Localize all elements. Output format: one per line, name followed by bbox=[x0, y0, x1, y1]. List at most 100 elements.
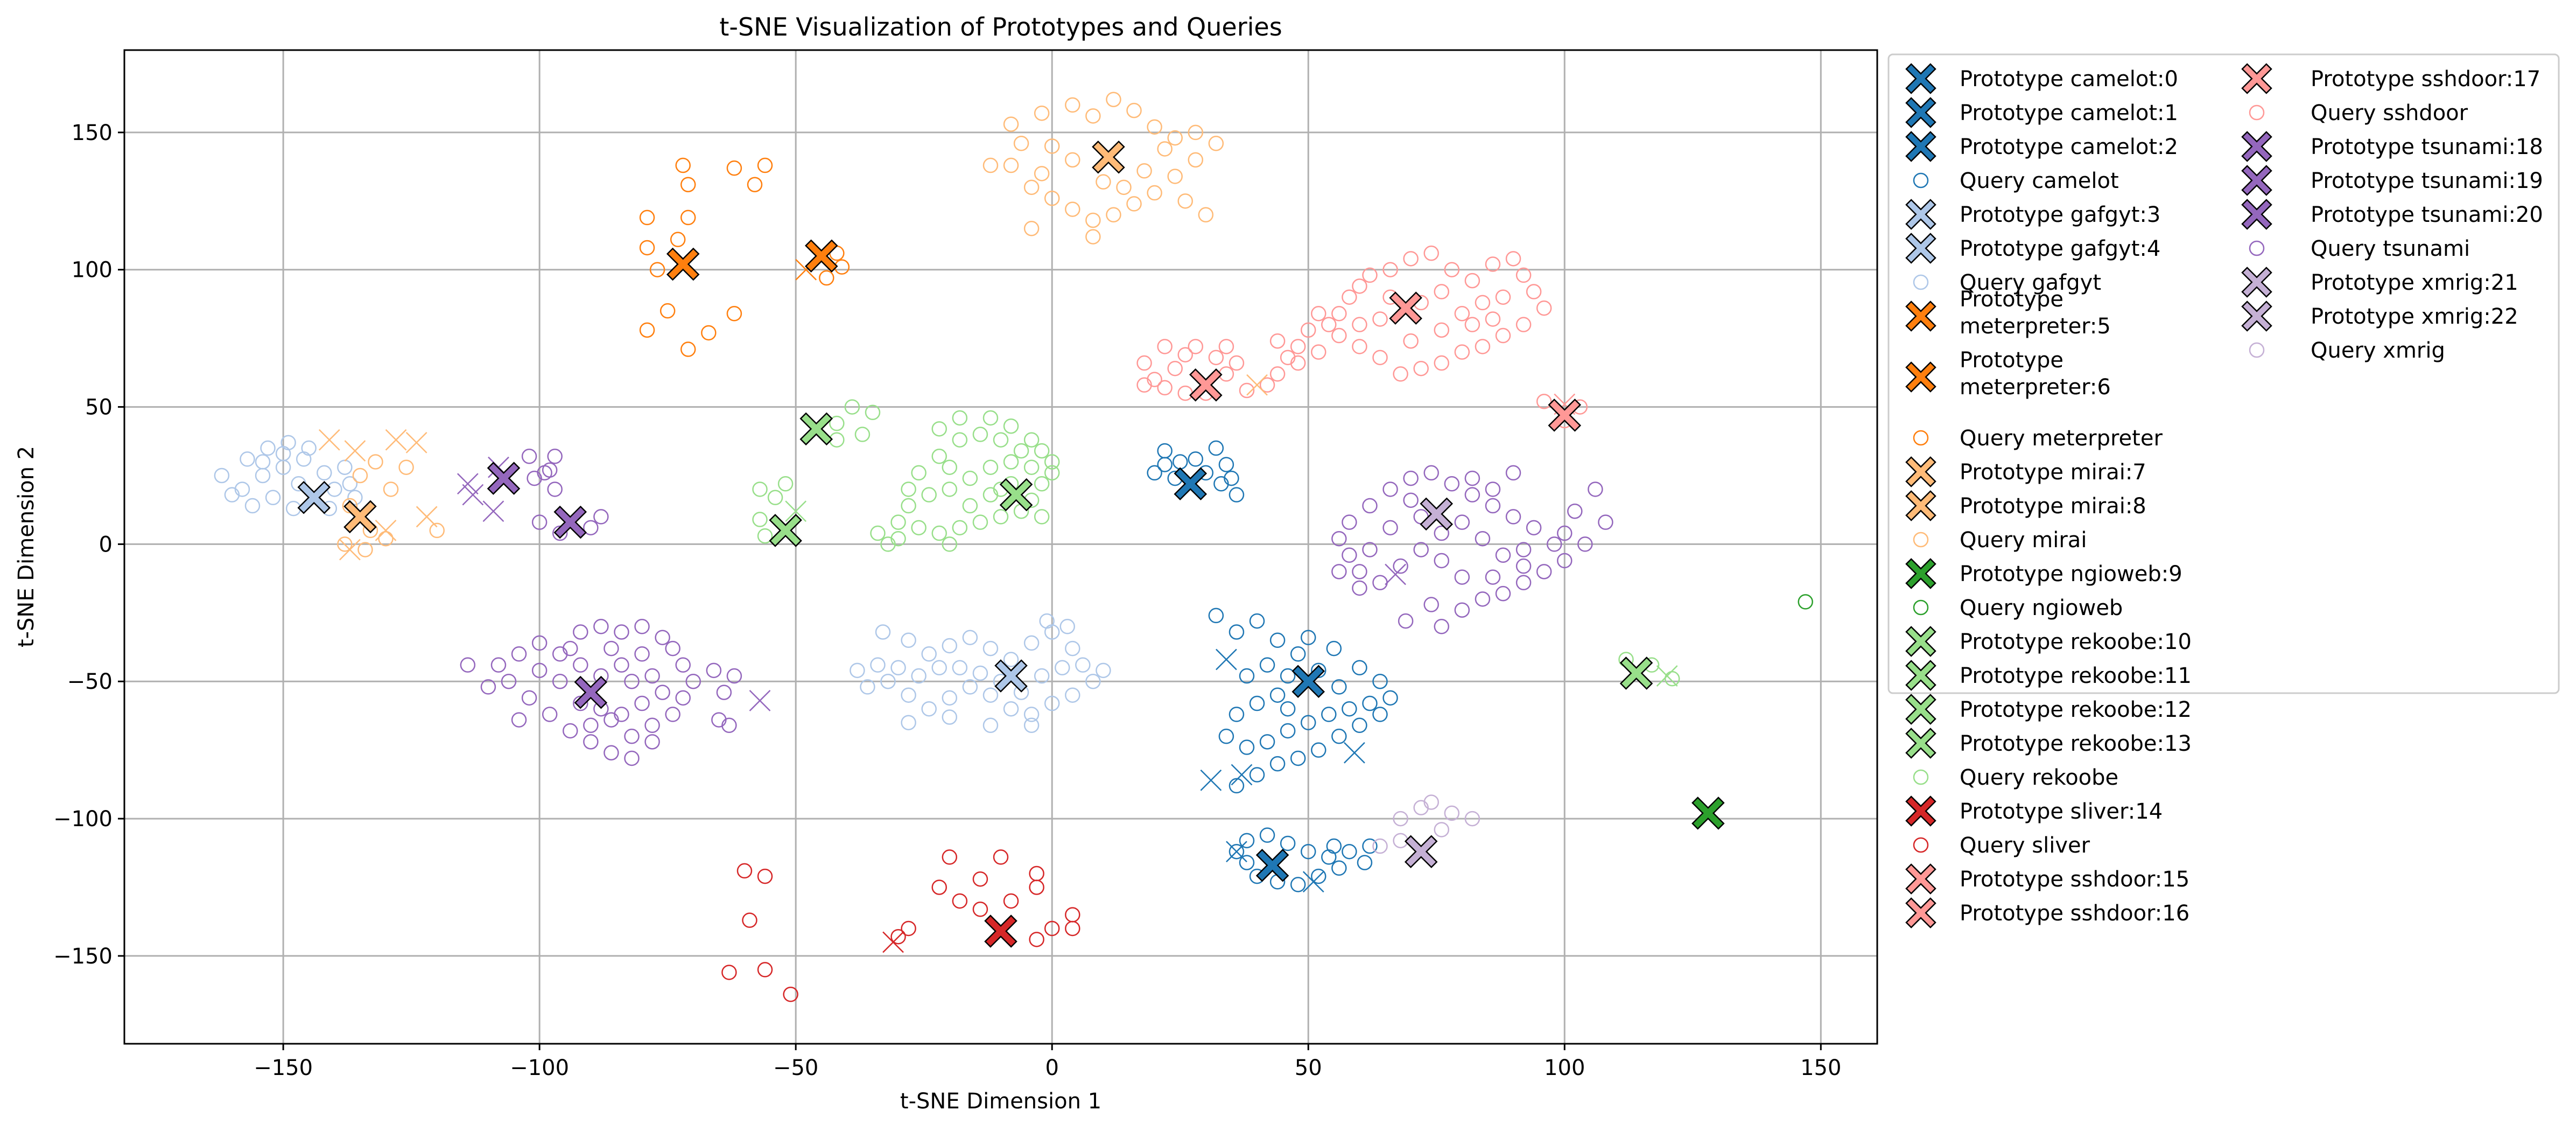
query-point-tsunami bbox=[603, 745, 619, 761]
query-point-camelot bbox=[1300, 843, 1316, 860]
legend-marker-query bbox=[2249, 240, 2265, 256]
prototype-marker-ngioweb bbox=[1691, 797, 1725, 830]
query-cross-rekoobe bbox=[1656, 665, 1678, 687]
query-point-sshdoor bbox=[1300, 322, 1316, 338]
legend-label: Query meterpreter bbox=[1960, 426, 2163, 451]
query-point-sshdoor bbox=[1229, 355, 1245, 371]
legend-label: Query sliver bbox=[1960, 833, 2090, 858]
legend-marker-prototype bbox=[1905, 456, 1936, 487]
query-point-rekoobe bbox=[1003, 454, 1019, 470]
legend-label: Prototype xmrig:21 bbox=[2311, 270, 2518, 295]
query-point-gafgyt bbox=[317, 465, 332, 481]
query-point-gafgyt bbox=[347, 490, 363, 506]
query-point-mirai bbox=[1198, 207, 1214, 223]
query-point-gafgyt bbox=[982, 687, 999, 703]
query-point-sshdoor bbox=[1464, 273, 1480, 289]
legend-label: Prototype camelot:2 bbox=[1960, 135, 2178, 159]
query-point-meterpreter bbox=[639, 322, 655, 338]
query-point-tsunami bbox=[1526, 520, 1542, 536]
legend-marker-query bbox=[1913, 430, 1929, 446]
y-tick-label: 150 bbox=[72, 121, 113, 145]
query-cross-camelot bbox=[1200, 769, 1222, 791]
query-point-tsunami bbox=[1515, 542, 1532, 557]
query-point-sshdoor bbox=[1393, 366, 1408, 382]
prototype-marker-tsunami bbox=[553, 505, 587, 539]
prototype-marker-sliver bbox=[984, 914, 1017, 948]
query-point-gafgyt bbox=[342, 476, 358, 492]
query-point-meterpreter bbox=[701, 325, 717, 341]
prototype-marker-gafgyt bbox=[297, 480, 331, 514]
legend-marker-prototype bbox=[2241, 267, 2272, 298]
legend-marker-prototype bbox=[1905, 897, 1936, 928]
query-point-rekoobe bbox=[870, 525, 886, 541]
query-point-tsunami bbox=[1557, 525, 1573, 541]
query-point-sshdoor bbox=[1454, 306, 1470, 322]
query-point-sshdoor bbox=[1290, 339, 1306, 354]
query-point-mirai bbox=[1023, 179, 1040, 196]
legend-label: Prototype meterpreter:5 bbox=[1960, 287, 2111, 339]
legend-marker-prototype bbox=[2241, 199, 2272, 230]
query-point-sshdoor bbox=[1485, 311, 1501, 327]
grid-lines bbox=[124, 50, 1877, 1044]
query-point-mirai bbox=[1065, 201, 1080, 217]
query-point-tsunami bbox=[665, 640, 680, 657]
axis-ticks: −150 −100 −50 0 50 100 150 −150 −100 −50 0 50 100 150 bbox=[53, 121, 1841, 1080]
query-point-gafgyt bbox=[244, 498, 261, 514]
query-point-tsunami bbox=[1342, 514, 1357, 530]
legend-label: Query ngioweb bbox=[1960, 596, 2123, 620]
query-point-gafgyt bbox=[921, 701, 937, 717]
query-point-tsunami bbox=[644, 717, 660, 734]
query-point-sliver bbox=[1065, 920, 1080, 937]
query-cross-tsunami bbox=[462, 484, 484, 506]
query-point-rekoobe bbox=[1034, 443, 1050, 459]
query-point-rekoobe bbox=[1023, 459, 1040, 475]
query-point-mirai bbox=[1003, 157, 1019, 173]
legend-label: Query rekoobe bbox=[1960, 765, 2118, 790]
query-point-sshdoor bbox=[1352, 317, 1367, 332]
legend-marker-query bbox=[1913, 172, 1929, 188]
query-point-tsunami bbox=[614, 624, 629, 640]
prototype-marker-rekoobe bbox=[1619, 657, 1653, 690]
query-cross-camelot bbox=[1302, 871, 1324, 893]
prototype-marker-rekoobe bbox=[999, 478, 1033, 512]
query-point-tsunami bbox=[1423, 465, 1439, 481]
query-point-tsunami bbox=[1505, 509, 1521, 525]
query-point-gafgyt bbox=[901, 632, 916, 648]
query-point-gafgyt bbox=[880, 673, 896, 689]
query-point-tsunami bbox=[573, 657, 588, 673]
legend-marker-query bbox=[2249, 342, 2265, 358]
query-point-sshdoor bbox=[1290, 355, 1306, 371]
query-point-rekoobe bbox=[854, 427, 871, 442]
query-point-sshdoor bbox=[1269, 333, 1286, 349]
query-point-mirai bbox=[1065, 97, 1080, 113]
query-point-gafgyt bbox=[296, 451, 312, 467]
query-point-camelot bbox=[1172, 454, 1188, 470]
query-point-tsunami bbox=[521, 449, 537, 464]
chart-title: t-SNE Visualization of Prototypes and Qu… bbox=[719, 12, 1282, 41]
prototype-marker-rekoobe bbox=[769, 514, 802, 547]
query-cross-mirai bbox=[375, 520, 397, 541]
query-point-sshdoor bbox=[1208, 350, 1224, 366]
legend-label: Query camelot bbox=[1960, 169, 2119, 193]
query-point-tsunami bbox=[1434, 553, 1450, 569]
query-point-sshdoor bbox=[1464, 317, 1480, 332]
query-point-tsunami bbox=[1352, 564, 1367, 580]
query-point-tsunami bbox=[1577, 536, 1593, 552]
query-point-gafgyt bbox=[870, 657, 886, 673]
query-point-sshdoor bbox=[1352, 278, 1367, 294]
query-point-meterpreter bbox=[680, 210, 696, 226]
query-point-tsunami bbox=[1423, 597, 1439, 612]
legend-marker-prototype bbox=[2241, 165, 2272, 196]
query-point-meterpreter bbox=[675, 157, 691, 173]
query-point-sshdoor bbox=[1403, 251, 1419, 267]
legend-label: Prototype rekoobe:10 bbox=[1960, 630, 2192, 654]
y-tick-label: 0 bbox=[99, 532, 113, 557]
query-point-sliver bbox=[890, 928, 906, 945]
query-point-gafgyt bbox=[280, 435, 296, 451]
query-point-tsunami bbox=[573, 695, 588, 711]
query-point-camelot bbox=[1239, 739, 1255, 755]
query-point-rekoobe bbox=[942, 459, 958, 475]
query-point-camelot bbox=[1249, 695, 1265, 711]
query-point-gafgyt bbox=[1044, 695, 1060, 711]
query-point-tsunami bbox=[1413, 542, 1429, 557]
